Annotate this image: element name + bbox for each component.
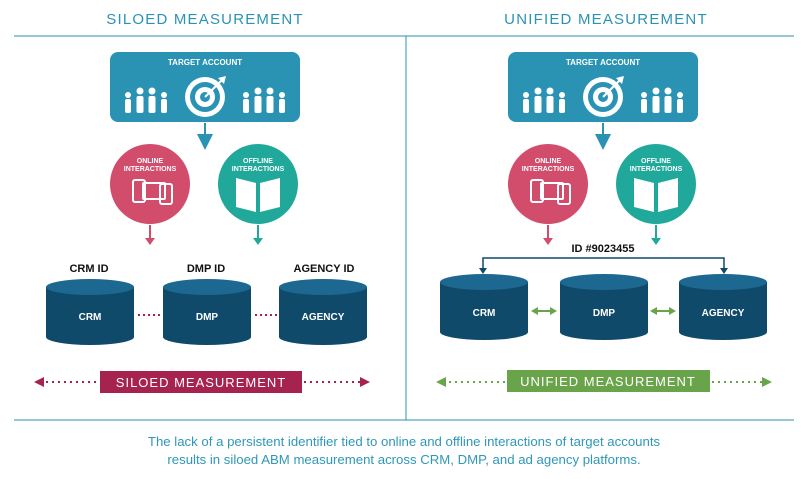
unified-link-2 xyxy=(650,307,676,315)
devices-icon xyxy=(530,179,571,205)
book-icon xyxy=(634,178,678,212)
dmp-db-label: DMP xyxy=(196,312,219,323)
caption-line-2: results in siloed ABM measurement across… xyxy=(167,452,641,467)
target-account-label: TARGET ACCOUNT xyxy=(168,58,242,67)
agency-db-label-right: AGENCY xyxy=(702,308,745,319)
siloed-banner xyxy=(100,371,302,393)
online-label-2-right: INTERACTIONS xyxy=(522,166,575,173)
crm-database: CRM xyxy=(46,279,134,345)
crm-database-right: CRM xyxy=(440,274,528,340)
book-icon xyxy=(236,178,280,212)
offline-label-1-right: OFFLINE xyxy=(641,158,671,165)
caption-line-1: The lack of a persistent identifier tied… xyxy=(147,434,661,449)
dmp-id-label: DMP ID xyxy=(187,263,225,275)
left-panel: TARGET ACCOUNT ONLINE INTERACTIONS xyxy=(34,52,370,393)
right-panel: TARGET ACCOUNT ONLINE INTERACTIONS xyxy=(436,52,772,392)
offline-label-2: INTERACTIONS xyxy=(232,166,285,173)
unified-banner xyxy=(507,370,710,392)
agency-database-right: AGENCY xyxy=(679,274,767,340)
people-icon xyxy=(523,87,683,113)
dmp-database: DMP xyxy=(163,279,251,345)
online-label-2: INTERACTIONS xyxy=(124,166,177,173)
unified-link-1 xyxy=(531,307,557,315)
offline-label-2-right: INTERACTIONS xyxy=(630,166,683,173)
shared-id-label: ID #9023455 xyxy=(572,243,635,255)
target-account-label-right: TARGET ACCOUNT xyxy=(566,58,640,67)
target-icon xyxy=(185,76,226,117)
offline-label-1: OFFLINE xyxy=(243,158,273,165)
target-icon xyxy=(583,76,624,117)
dmp-db-label-right: DMP xyxy=(593,308,616,319)
caption: The lack of a persistent identifier tied… xyxy=(40,433,768,469)
dmp-database-right: DMP xyxy=(560,274,648,340)
agency-db-label: AGENCY xyxy=(302,312,345,323)
online-label-1: ONLINE xyxy=(137,158,164,165)
offline-interactions-circle-right xyxy=(616,144,696,224)
unified-banner-label: UNIFIED MEASUREMENT xyxy=(520,374,696,389)
agency-id-label: AGENCY ID xyxy=(294,263,355,275)
crm-id-label: CRM ID xyxy=(69,263,108,275)
crm-db-label: CRM xyxy=(79,312,102,323)
crm-db-label-right: CRM xyxy=(473,308,496,319)
online-label-1-right: ONLINE xyxy=(535,158,562,165)
offline-interactions-circle xyxy=(218,144,298,224)
devices-icon xyxy=(132,179,173,205)
people-icon xyxy=(125,87,285,113)
unified-header: UNIFIED MEASUREMENT xyxy=(504,11,708,28)
shared-id-bracket xyxy=(482,257,725,270)
siloed-header: SILOED MEASUREMENT xyxy=(106,11,304,28)
siloed-banner-label: SILOED MEASUREMENT xyxy=(116,375,286,390)
agency-database: AGENCY xyxy=(279,279,367,345)
